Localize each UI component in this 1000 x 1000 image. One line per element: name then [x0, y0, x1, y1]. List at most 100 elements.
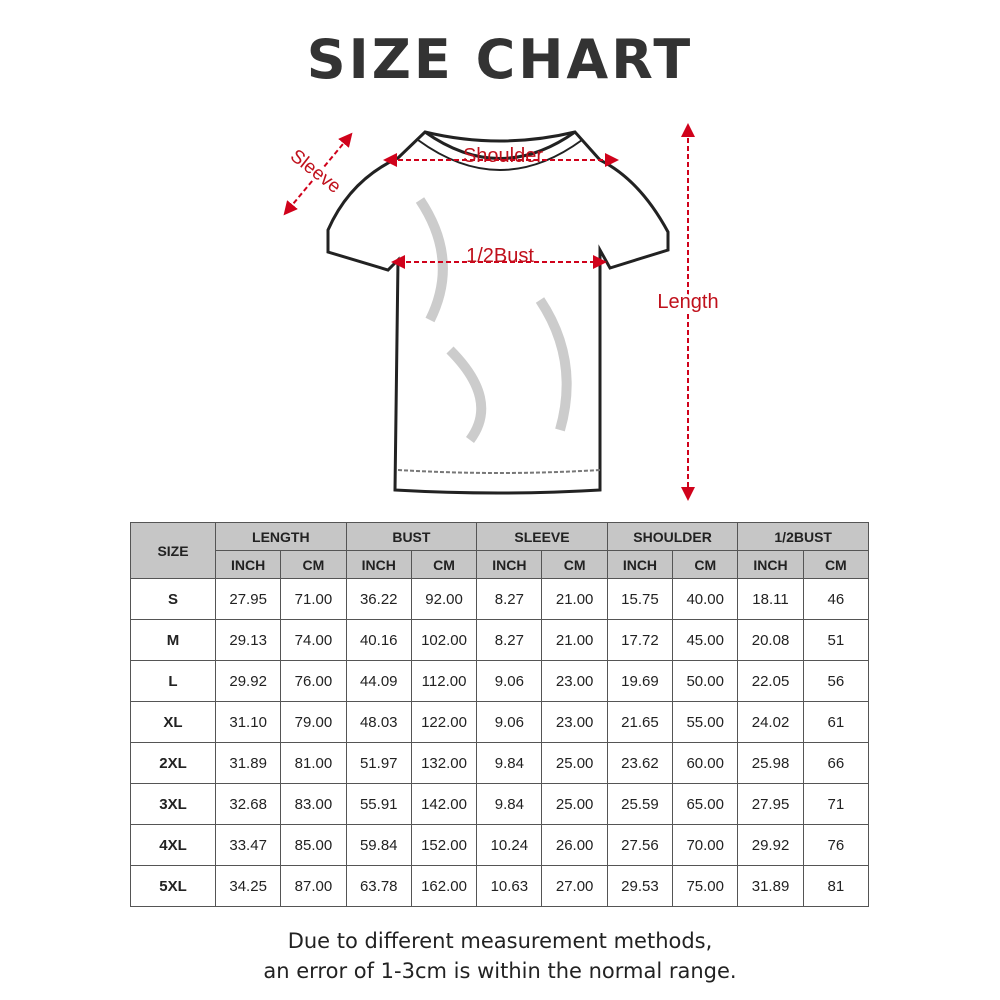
value-cell: 79.00	[280, 701, 347, 743]
note-line-2: an error of 1-3cm is within the normal r…	[263, 959, 737, 983]
group-header: SHOULDER	[606, 522, 739, 551]
value-cell: 27.95	[214, 578, 282, 620]
value-cell: 29.92	[737, 824, 804, 866]
value-cell: 51.97	[345, 742, 412, 784]
table-row: S 27.95 71.00 36.22 92.00 8.27 21.00 15.75 40.00…	[130, 578, 869, 620]
value-cell: 27.00	[541, 865, 608, 907]
size-cell: L	[130, 660, 216, 702]
value-cell: 74.00	[280, 619, 347, 661]
value-cell: 23.62	[606, 742, 674, 784]
value-cell: 33.47	[214, 824, 282, 866]
value-cell: 102.00	[410, 619, 478, 661]
group-header: BUST	[345, 522, 478, 551]
value-cell: 17.72	[606, 619, 674, 661]
value-cell: 23.00	[541, 660, 608, 702]
value-cell: 34.25	[214, 865, 282, 907]
value-cell: 45.00	[672, 619, 739, 661]
value-cell: 87.00	[280, 865, 347, 907]
value-cell: 55.91	[345, 783, 412, 825]
note-line-1: Due to different measurement methods,	[287, 929, 713, 953]
value-cell: 40.16	[345, 619, 412, 661]
value-cell: 40.00	[672, 578, 739, 620]
value-cell: 50.00	[672, 660, 739, 702]
value-cell: 20.08	[737, 619, 804, 661]
value-cell: 66	[802, 742, 869, 784]
value-cell: 22.05	[737, 660, 804, 702]
value-cell: 70.00	[672, 824, 739, 866]
value-cell: 29.13	[214, 619, 282, 661]
value-cell: 83.00	[280, 783, 347, 825]
table-row: 3XL 32.68 83.00 55.91 142.00 9.84 25.00 25.59 65…	[130, 783, 869, 825]
size-cell: S	[130, 578, 216, 620]
tshirt-illustration: Shoulder 1/2Bust Length Sleeve	[283, 123, 722, 501]
value-cell: 25.00	[541, 742, 608, 784]
value-cell: 9.06	[476, 701, 543, 743]
value-cell: 26.00	[541, 824, 608, 866]
value-cell: 36.22	[345, 578, 412, 620]
value-cell: 46	[802, 578, 869, 620]
value-cell: 27.56	[606, 824, 674, 866]
size-table: SIZE LENGTH BUST SLEEVE SHOULDER 1/2BUST…	[130, 522, 869, 907]
value-cell: 15.75	[606, 578, 674, 620]
size-cell: 4XL	[130, 824, 216, 866]
value-cell: 9.06	[476, 660, 543, 702]
value-cell: 61	[802, 701, 869, 743]
value-cell: 44.09	[345, 660, 412, 702]
value-cell: 9.84	[476, 783, 543, 825]
table-row: 2XL 31.89 81.00 51.97 132.00 9.84 25.00 23.62 60…	[130, 742, 869, 784]
value-cell: 60.00	[672, 742, 739, 784]
value-cell: 10.24	[476, 824, 543, 866]
value-cell: 18.11	[737, 578, 804, 620]
size-cell: 3XL	[130, 783, 216, 825]
length-label: Length	[657, 291, 718, 313]
value-cell: 56	[802, 660, 869, 702]
value-cell: 25.98	[737, 742, 804, 784]
value-cell: 32.68	[214, 783, 282, 825]
unit-header: CM	[672, 550, 739, 579]
header-row-groups: SIZE LENGTH BUST SLEEVE SHOULDER 1/2BUST	[130, 522, 869, 579]
value-cell: 81	[802, 865, 869, 907]
value-cell: 51	[802, 619, 869, 661]
value-cell: 75.00	[672, 865, 739, 907]
value-cell: 21.00	[541, 578, 608, 620]
group-header: 1/2BUST	[737, 522, 869, 551]
table-row: M 29.13 74.00 40.16 102.00 8.27 21.00 17.72 45.0…	[130, 619, 869, 661]
measurement-note: Due to different measurement methods, an…	[0, 926, 1000, 986]
value-cell: 25.59	[606, 783, 674, 825]
size-cell: XL	[130, 701, 216, 743]
table-row: L 29.92 76.00 44.09 112.00 9.06 23.00 19.69 50.0…	[130, 660, 869, 702]
value-cell: 71.00	[280, 578, 347, 620]
unit-header: INCH	[606, 550, 674, 579]
tshirt-icon	[326, 130, 670, 495]
group-header: SLEEVE	[476, 522, 608, 551]
value-cell: 8.27	[476, 578, 543, 620]
value-cell: 23.00	[541, 701, 608, 743]
value-cell: 63.78	[345, 865, 412, 907]
shoulder-label: Shoulder	[463, 145, 543, 167]
value-cell: 29.92	[214, 660, 282, 702]
unit-header: CM	[541, 550, 608, 579]
value-cell: 31.89	[737, 865, 804, 907]
bust-label: 1/2Bust	[466, 245, 534, 267]
unit-header: CM	[410, 550, 478, 579]
value-cell: 152.00	[410, 824, 478, 866]
value-cell: 65.00	[672, 783, 739, 825]
group-header: LENGTH	[215, 522, 347, 551]
value-cell: 76	[802, 824, 869, 866]
value-cell: 132.00	[410, 742, 478, 784]
value-cell: 112.00	[410, 660, 478, 702]
unit-header: INCH	[476, 550, 543, 579]
value-cell: 19.69	[606, 660, 674, 702]
value-cell: 142.00	[410, 783, 478, 825]
value-cell: 81.00	[280, 742, 347, 784]
table-body: S 27.95 71.00 36.22 92.00 8.27 21.00 15.75 40.00…	[130, 578, 869, 907]
unit-header: INCH	[345, 550, 412, 579]
size-cell: 2XL	[130, 742, 216, 784]
unit-header: CM	[280, 550, 347, 579]
value-cell: 31.10	[214, 701, 282, 743]
value-cell: 48.03	[345, 701, 412, 743]
value-cell: 122.00	[410, 701, 478, 743]
value-cell: 59.84	[345, 824, 412, 866]
value-cell: 10.63	[476, 865, 543, 907]
header-row-units: INCH CM INCH CM INCH CM INCH CM INCH CM	[131, 550, 869, 579]
